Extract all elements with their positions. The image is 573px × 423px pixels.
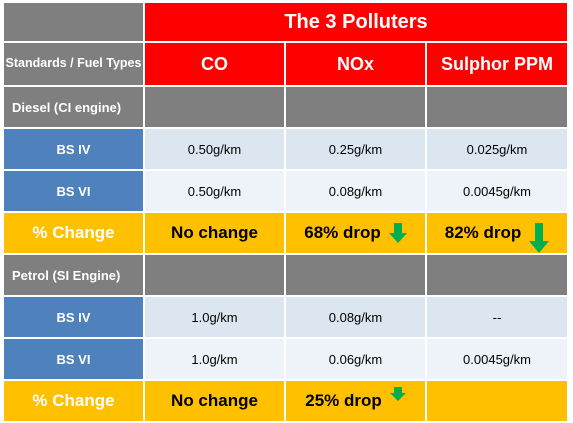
section-spacer bbox=[427, 255, 569, 297]
value-cell: 0.08g/km bbox=[286, 171, 427, 213]
value-cell: 0.50g/km bbox=[145, 129, 286, 171]
table-title: The 3 Polluters bbox=[145, 3, 569, 43]
section-label-diesel: Diesel (CI engine) bbox=[4, 87, 145, 129]
down-arrow-icon bbox=[529, 223, 550, 253]
change-text: 68% drop bbox=[304, 223, 381, 242]
section-spacer bbox=[427, 87, 569, 129]
value-cell: 1.0g/km bbox=[145, 297, 286, 339]
down-arrow-icon bbox=[388, 223, 407, 243]
change-cell: No change bbox=[145, 381, 286, 423]
standard-label: BS VI bbox=[4, 339, 145, 381]
polluters-table: The 3 Polluters Standards / Fuel Types C… bbox=[4, 3, 569, 423]
change-cell: 82% drop bbox=[427, 213, 569, 255]
section-label-petrol: Petrol (SI Engine) bbox=[4, 255, 145, 297]
value-cell: 0.25g/km bbox=[286, 129, 427, 171]
row-label-header: Standards / Fuel Types bbox=[4, 43, 145, 87]
section-spacer bbox=[145, 87, 286, 129]
column-header-sulphur: Sulphor PPM bbox=[427, 43, 569, 87]
value-cell: -- bbox=[427, 297, 569, 339]
section-spacer bbox=[286, 87, 427, 129]
change-cell: No change bbox=[145, 213, 286, 255]
change-label: % Change bbox=[4, 381, 145, 423]
standard-label: BS VI bbox=[4, 171, 145, 213]
column-header-nox: NOx bbox=[286, 43, 427, 87]
standard-label: BS IV bbox=[4, 129, 145, 171]
corner-cell bbox=[4, 3, 145, 43]
down-arrow-icon bbox=[389, 387, 406, 401]
change-cell: 68% drop bbox=[286, 213, 427, 255]
value-cell: 0.0045g/km bbox=[427, 171, 569, 213]
change-label: % Change bbox=[4, 213, 145, 255]
section-spacer bbox=[286, 255, 427, 297]
value-cell: 1.0g/km bbox=[145, 339, 286, 381]
value-cell: 0.0045g/km bbox=[427, 339, 569, 381]
change-text: 25% drop bbox=[305, 391, 382, 410]
change-cell bbox=[427, 381, 569, 423]
value-cell: 0.06g/km bbox=[286, 339, 427, 381]
value-cell: 0.50g/km bbox=[145, 171, 286, 213]
change-cell: 25% drop bbox=[286, 381, 427, 423]
value-cell: 0.08g/km bbox=[286, 297, 427, 339]
section-spacer bbox=[145, 255, 286, 297]
column-header-co: CO bbox=[145, 43, 286, 87]
value-cell: 0.025g/km bbox=[427, 129, 569, 171]
standard-label: BS IV bbox=[4, 297, 145, 339]
change-text: 82% drop bbox=[444, 223, 522, 242]
